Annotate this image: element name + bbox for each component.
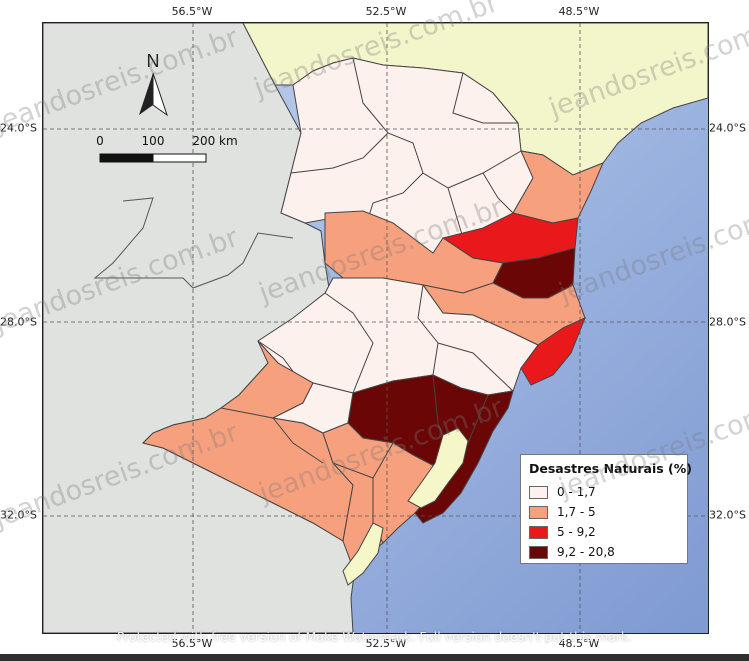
lat-label-left-3: 32.0°S	[0, 508, 37, 522]
north-label: N	[147, 51, 160, 71]
legend-label: 9,2 - 20,8	[557, 545, 615, 559]
legend-swatch	[529, 485, 548, 499]
scale-label-100: 100	[142, 134, 165, 148]
legend-label: 5 - 9,2	[557, 525, 596, 539]
lon-label-bottom-3: 48.5°W	[558, 637, 600, 650]
map-frame: N 0 100 200 km	[42, 22, 709, 634]
watermark-notice: Protected with free version of Make Wate…	[116, 629, 633, 644]
legend-title: Desastres Naturais (%)	[529, 461, 692, 476]
region-rs-sul	[322, 422, 439, 569]
lagoon-mirim	[342, 522, 384, 586]
legend-item: 1,7 - 5	[529, 502, 679, 522]
north-arrow: N	[139, 51, 168, 117]
region-rs-oeste-border	[220, 407, 324, 464]
region-sc-sul	[520, 317, 586, 386]
lat-label-left-1: 24.0°S	[0, 121, 37, 135]
lat-label-right-3: 32.0°S	[709, 508, 746, 522]
map-canvas: N 0 100 200 km	[43, 23, 708, 633]
legend-swatch	[529, 505, 548, 519]
lon-label-bottom-2: 52.5°W	[365, 637, 407, 650]
scale-bar: 0 100 200 km	[96, 134, 238, 163]
legend-swatch	[529, 525, 548, 539]
legend-item: 5 - 9,2	[529, 522, 679, 542]
lagoon-patos	[407, 427, 469, 509]
legend-item: 9,2 - 20,8	[529, 542, 679, 562]
legend-label: 1,7 - 5	[557, 505, 596, 519]
legend: Desastres Naturais (%) 0 - 1,7 1,7 - 5 5…	[520, 454, 692, 564]
north-arrow-icon	[139, 73, 153, 115]
legend-swatch	[529, 545, 548, 559]
country-border	[93, 197, 294, 289]
lat-label-right-2: 28.0°S	[709, 315, 746, 329]
lon-label-top-2: 52.5°W	[365, 5, 407, 18]
lat-label-right-1: 24.0°S	[709, 121, 746, 135]
legend-label: 0 - 1,7	[557, 485, 596, 499]
scale-label-200: 200 km	[192, 134, 237, 148]
lon-label-bottom-1: 56.5°W	[171, 637, 213, 650]
lat-label-left-2: 28.0°S	[0, 315, 37, 329]
legend-item: 0 - 1,7	[529, 482, 679, 502]
scale-label-0: 0	[96, 134, 104, 148]
bottom-bar	[0, 654, 749, 661]
region-parana-litoral	[512, 150, 604, 224]
lon-label-top-1: 56.5°W	[171, 5, 213, 18]
lon-label-top-3: 48.5°W	[558, 5, 600, 18]
